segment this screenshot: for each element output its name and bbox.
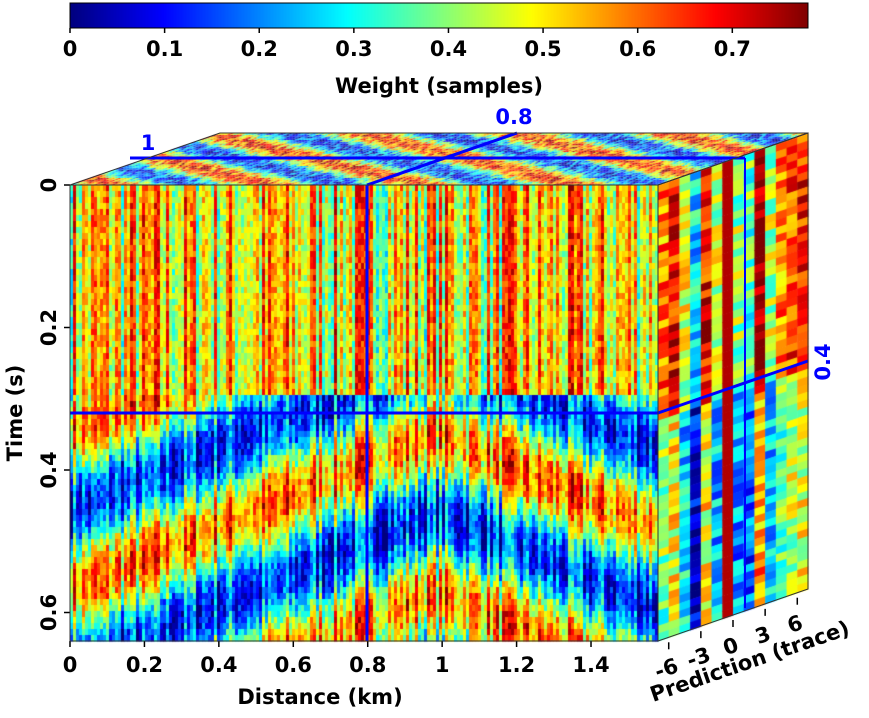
- colorbar-tick-label: 0.1: [146, 37, 183, 61]
- top-label-1: 1: [141, 131, 156, 155]
- colorbar-frame: [69, 2, 809, 29]
- y-tick-label: 0.2: [37, 309, 61, 346]
- time-slice-line-side: [657, 359, 809, 415]
- colorbar-tick-label: 0.7: [714, 37, 751, 61]
- x-axis-label: Distance (km): [237, 685, 402, 709]
- x-tick-label: 0.8: [349, 653, 386, 677]
- z-axis-label: Prediction (trace): [647, 616, 852, 707]
- colorbar-tick-label: 0.2: [241, 37, 278, 61]
- y-tick-label: 0.6: [37, 594, 61, 631]
- top-label-0.8: 0.8: [495, 105, 532, 129]
- x-tick-label: 0.4: [200, 653, 237, 677]
- colorbar-tick-label: 0.3: [335, 37, 372, 61]
- colorbar-tick-label: 0.6: [619, 37, 656, 61]
- colorbar-label: Weight (samples): [335, 74, 543, 98]
- x-tick-label: 1.2: [498, 653, 535, 677]
- colorbar-tick-label: 0.5: [524, 37, 561, 61]
- y-tick-label: 0.4: [37, 451, 61, 488]
- right-label-0.4: 0.4: [811, 343, 835, 380]
- side-face-frame: [657, 132, 809, 642]
- y-tick-label: 0: [37, 178, 61, 193]
- x-tick-label: 0: [63, 653, 78, 677]
- x-tick-label: 1.4: [572, 653, 609, 677]
- x-tick-label: 0.2: [126, 653, 163, 677]
- x-tick-label: 1: [435, 653, 450, 677]
- y-axis-label: Time (s): [3, 365, 27, 462]
- x-tick-label: 0.6: [275, 653, 312, 677]
- colorbar-tick-label: 0.4: [430, 37, 467, 61]
- colorbar-tick-label: 0: [63, 37, 78, 61]
